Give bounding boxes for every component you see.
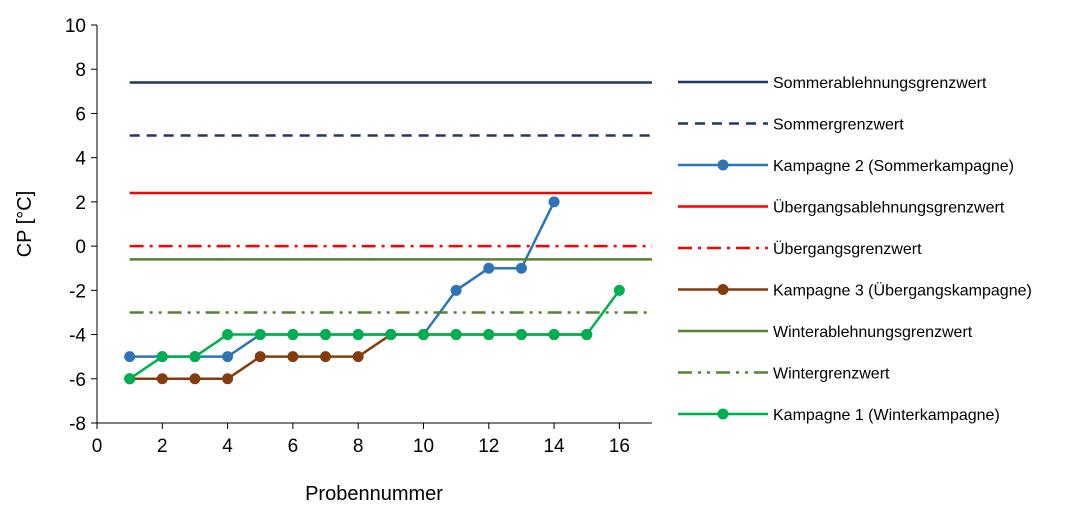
data-point	[156, 373, 168, 385]
legend-marker-9	[717, 408, 729, 420]
x-tick-label: 10	[413, 436, 434, 457]
data-point	[385, 329, 397, 341]
y-tick-label: 10	[65, 16, 86, 37]
data-point	[124, 373, 136, 385]
data-point	[254, 329, 266, 341]
legend-label-8: Wintergrenzwert	[773, 366, 890, 383]
y-tick-label: -4	[69, 326, 86, 347]
x-tick-label: 12	[478, 436, 499, 457]
data-point	[515, 329, 527, 341]
data-point	[352, 351, 364, 363]
data-point	[189, 373, 201, 385]
legend-label-3: Kampagne 2 (Sommerkampagne)	[773, 158, 1014, 175]
y-tick-label: 2	[75, 193, 86, 214]
legend-label-7: Winterablehnungsgrenzwert	[773, 324, 973, 341]
data-point	[483, 329, 495, 341]
y-tick-label: 0	[75, 237, 86, 258]
data-point	[287, 329, 299, 341]
legend-label-6: Kampagne 3 (Übergangskampagne)	[773, 282, 1032, 300]
y-tick-label: 6	[75, 104, 86, 125]
legend-marker-3	[717, 159, 729, 171]
data-point	[515, 262, 527, 274]
data-point	[156, 351, 168, 363]
x-axis-title: Probennummer	[305, 483, 443, 505]
data-point	[483, 262, 495, 274]
data-point	[581, 329, 593, 341]
legend-label-2: Sommergrenzwert	[773, 117, 904, 134]
x-tick-label: 14	[543, 436, 565, 457]
x-tick-label: 4	[222, 436, 233, 457]
x-tick-label: 0	[92, 436, 103, 457]
data-point	[548, 196, 560, 208]
data-point	[548, 329, 560, 341]
data-point	[450, 284, 462, 296]
data-point	[189, 351, 201, 363]
axes-layer	[91, 24, 652, 429]
series-line-9	[128, 289, 621, 380]
y-tick-label: -6	[69, 370, 86, 391]
y-tick-label: -2	[69, 281, 86, 302]
x-tick-label: 8	[353, 436, 364, 457]
y-tick-label: 4	[75, 149, 86, 170]
y-tick-label: 8	[75, 60, 86, 81]
tick-labels-layer: 10 8 6 4 2 0 -2 -4 -6 -8 0 2 4 6 8 10 12 14 16	[65, 16, 630, 457]
data-point	[417, 329, 429, 341]
legend: Sommerablehnungsgrenzwert Sommergrenzwert…	[678, 75, 1032, 424]
y-tick-label: -8	[69, 414, 86, 435]
legend-label-9: Kampagne 1 (Winterkampagne)	[773, 407, 1000, 424]
data-point	[124, 351, 136, 363]
data-point	[222, 329, 234, 341]
x-tick-label: 2	[157, 436, 168, 457]
data-point	[352, 329, 364, 341]
data-point	[222, 373, 234, 385]
y-axis-title: CP [°C]	[14, 191, 36, 258]
legend-label-1: Sommerablehnungsgrenzwert	[773, 75, 987, 92]
data-point	[450, 329, 462, 341]
x-tick-label: 6	[288, 436, 299, 457]
data-point	[254, 351, 266, 363]
legend-label-4: Übergangsablehnungsgrenzwert	[773, 199, 1005, 217]
data-point	[613, 284, 625, 296]
data-point	[320, 329, 332, 341]
legend-label-5: Übergangsgrenzwert	[773, 240, 922, 258]
legend-marker-6	[717, 284, 729, 295]
data-point	[320, 351, 332, 363]
series-markers-layer	[124, 196, 625, 385]
data-point	[222, 351, 234, 363]
data-point	[287, 351, 299, 363]
x-tick-label: 16	[609, 436, 630, 457]
